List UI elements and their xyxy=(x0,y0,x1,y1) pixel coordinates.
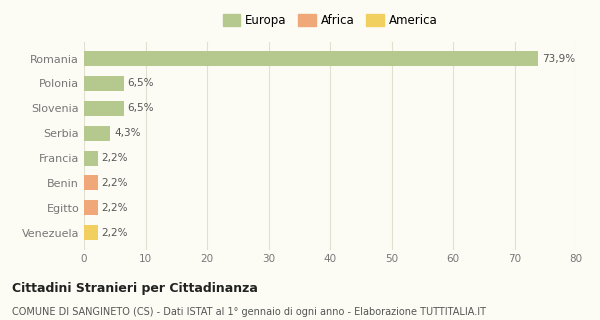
Text: 4,3%: 4,3% xyxy=(114,128,140,138)
Text: Cittadini Stranieri per Cittadinanza: Cittadini Stranieri per Cittadinanza xyxy=(12,282,258,295)
Legend: Europa, Africa, America: Europa, Africa, America xyxy=(218,9,442,32)
Text: 6,5%: 6,5% xyxy=(128,78,154,88)
Bar xyxy=(84,101,124,116)
Bar xyxy=(84,175,98,190)
Text: 2,2%: 2,2% xyxy=(101,153,128,163)
Text: 2,2%: 2,2% xyxy=(101,228,128,238)
Bar xyxy=(84,225,98,240)
Text: 6,5%: 6,5% xyxy=(128,103,154,113)
Text: COMUNE DI SANGINETO (CS) - Dati ISTAT al 1° gennaio di ogni anno - Elaborazione : COMUNE DI SANGINETO (CS) - Dati ISTAT al… xyxy=(12,307,486,317)
Text: 2,2%: 2,2% xyxy=(101,178,128,188)
Bar xyxy=(84,76,124,91)
Text: 2,2%: 2,2% xyxy=(101,203,128,213)
Bar xyxy=(84,126,110,140)
Bar xyxy=(84,200,98,215)
Bar xyxy=(84,51,538,66)
Bar xyxy=(84,151,98,165)
Text: 73,9%: 73,9% xyxy=(542,53,575,63)
